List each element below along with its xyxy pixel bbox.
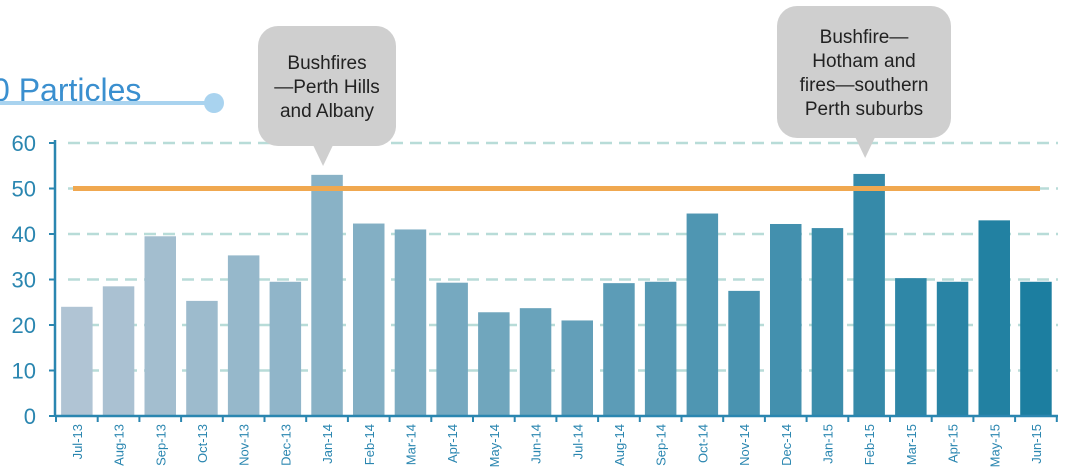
bar [436,282,468,416]
annotation-callout: Bushfire— Hotham and fires—southern Perth s… [777,6,951,158]
bar [770,223,802,416]
annotation-text: fires—southern [800,75,929,96]
x-tick-label: Oct-13 [195,424,210,463]
y-tick-label: 20 [12,313,36,338]
x-tick-label: Apr-14 [445,424,460,463]
annotation-pointer [313,145,334,166]
y-tick-label: 10 [12,359,36,384]
annotation-text: Bushfires [287,53,366,74]
bar [686,213,719,416]
annotation-pointer [855,137,876,158]
bar [561,320,593,416]
annotation-text: Bushfire— [820,27,909,48]
x-tick-label: Apr-15 [946,424,961,463]
bar [227,255,260,416]
x-tick-label: Nov-13 [237,424,252,466]
bar [186,300,218,416]
x-tick-label: Jan-14 [320,424,335,464]
bar [353,223,385,416]
y-tick-label: 40 [12,222,36,247]
y-tick-label: 50 [12,177,36,202]
annotation-callout: Bushfires —Perth Hills and Albany [258,26,396,166]
annotation-text: Perth suburbs [805,99,923,120]
title-rule-knob [204,93,224,113]
x-tick-label: May-15 [987,424,1002,467]
x-tick-label: Jan-15 [820,424,835,464]
x-tick-label: Jun-14 [529,424,544,464]
x-tick-label: Nov-14 [737,424,752,466]
x-tick-label: Feb-15 [862,424,877,465]
bar [811,228,844,416]
x-tick-label: Jul-13 [70,424,85,459]
bar [895,278,927,416]
annotation-text: —Perth Hills [274,77,380,98]
bar [1020,281,1052,416]
x-tick-label: Aug-14 [612,424,627,466]
bar [269,281,302,416]
bar [144,236,176,416]
x-tick-label: Jul-14 [570,424,585,459]
bar [978,220,1010,416]
bar [61,306,93,416]
x-tick-label: Feb-14 [362,424,377,465]
bar [853,173,885,416]
bar [728,290,760,416]
bar [936,281,969,416]
annotation-bubble [258,26,396,146]
x-tick-label: Dec-13 [278,424,293,466]
bar [394,229,427,416]
bar [519,308,552,416]
y-tick-label: 0 [24,404,36,429]
bar [478,312,510,416]
x-tick-label: Dec-14 [779,424,794,466]
x-tick-label: Sep-14 [654,424,669,466]
annotation-text: and Albany [280,101,375,122]
annotation-text: Hotham and [812,51,916,72]
bar [603,283,635,416]
x-tick-label: Mar-14 [403,424,418,465]
x-tick-label: Sep-13 [153,424,168,466]
bar [644,281,677,416]
annotation-bubble [777,6,951,138]
x-tick-label: Mar-15 [904,424,919,465]
x-tick-label: May-14 [487,424,502,467]
bar [311,174,343,416]
y-tick-label: 30 [12,268,36,293]
x-tick-label: Aug-13 [112,424,127,466]
y-tick-label: 60 [12,131,36,156]
bar [102,286,135,416]
x-tick-label: Oct-14 [695,424,710,463]
x-tick-label: Jun-15 [1029,424,1044,464]
